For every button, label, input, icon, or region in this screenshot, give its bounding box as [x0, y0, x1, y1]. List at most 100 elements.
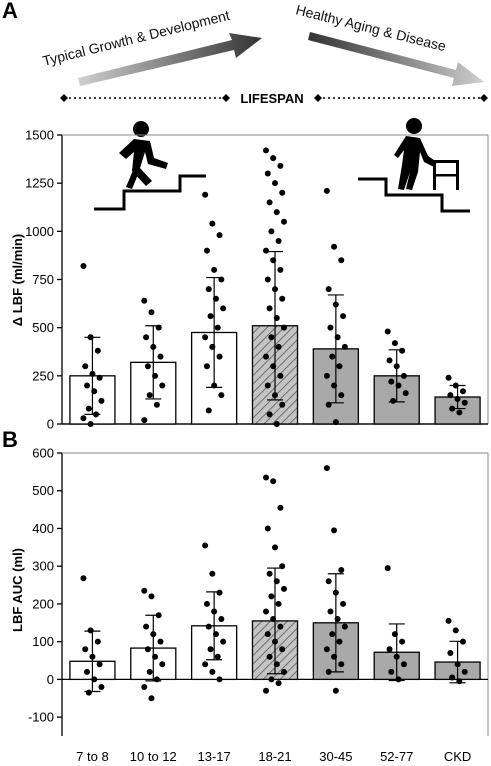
data-point	[218, 392, 225, 399]
data-point	[454, 395, 461, 402]
y-tick-label: 300	[32, 559, 54, 574]
panel-a-y-axis-title: Δ LBF (ml/min)	[10, 234, 25, 326]
data-point	[275, 680, 282, 687]
data-point	[323, 465, 330, 472]
data-point	[266, 653, 273, 660]
data-point	[205, 623, 212, 630]
data-point	[341, 343, 348, 350]
data-point	[273, 315, 280, 322]
data-point	[332, 301, 339, 308]
data-point	[264, 631, 271, 638]
data-point	[340, 313, 347, 320]
data-point	[279, 646, 286, 653]
data-point	[216, 232, 223, 239]
data-point	[270, 363, 277, 370]
data-point	[277, 162, 284, 169]
data-point	[263, 608, 269, 615]
x-tick-label: 7 to 8	[76, 749, 109, 764]
x-tick-label: CKD	[444, 749, 471, 764]
data-point	[93, 411, 100, 418]
growth-development-label: Typical Growth & Development	[41, 7, 231, 69]
data-point	[327, 608, 334, 615]
data-point	[264, 382, 271, 389]
data-point	[87, 334, 94, 341]
data-point	[203, 363, 210, 370]
data-point	[456, 678, 463, 685]
data-point	[264, 525, 271, 532]
data-point	[148, 695, 155, 702]
data-point	[155, 324, 162, 331]
data-point	[202, 661, 209, 668]
aging-arrow	[308, 32, 484, 86]
y-tick-label: 1250	[25, 176, 54, 191]
data-point	[209, 570, 216, 577]
data-point	[266, 305, 273, 312]
data-point	[216, 589, 223, 596]
data-point	[456, 409, 463, 416]
data-point	[212, 631, 219, 638]
data-point	[275, 343, 282, 350]
data-point	[388, 378, 395, 385]
data-point	[329, 631, 336, 638]
data-point	[214, 324, 221, 331]
data-point	[98, 683, 105, 690]
lifespan-banner: Typical Growth & Development Healthy Agi…	[41, 1, 488, 106]
data-point	[336, 638, 343, 645]
data-point	[220, 305, 227, 312]
data-point	[273, 661, 280, 668]
data-point	[281, 668, 287, 675]
data-point	[89, 370, 96, 377]
data-point	[84, 382, 91, 389]
data-point	[461, 399, 468, 406]
data-point	[336, 363, 343, 370]
data-point	[211, 382, 218, 389]
data-point	[141, 297, 148, 304]
data-point	[323, 187, 330, 194]
data-point	[205, 407, 212, 414]
data-point	[148, 309, 155, 316]
data-point	[266, 199, 273, 206]
data-point	[203, 247, 210, 254]
y-tick-label: 750	[32, 272, 54, 287]
data-point	[266, 411, 273, 418]
data-point	[334, 334, 341, 341]
data-point	[209, 668, 216, 675]
data-point	[277, 623, 284, 630]
data-point	[395, 676, 402, 683]
data-point	[393, 653, 400, 660]
data-point	[454, 661, 461, 668]
data-point	[211, 266, 218, 273]
data-point	[263, 353, 269, 360]
timeline-diamond	[60, 94, 68, 102]
data-point	[273, 209, 280, 216]
data-point	[332, 687, 339, 694]
y-tick-label: 250	[32, 368, 54, 383]
data-point	[281, 324, 287, 331]
data-point	[338, 257, 345, 264]
data-point	[96, 661, 103, 668]
data-point	[279, 189, 286, 196]
data-point	[331, 653, 338, 660]
timeline-diamond	[222, 94, 230, 102]
data-point	[279, 295, 286, 302]
data-point	[263, 147, 269, 154]
data-point	[275, 600, 282, 607]
data-point	[279, 563, 286, 570]
data-point	[279, 401, 286, 408]
data-point	[445, 374, 452, 381]
data-point	[80, 263, 87, 270]
data-point	[218, 276, 225, 283]
data-point	[461, 668, 468, 675]
data-point	[393, 363, 400, 370]
data-point	[148, 593, 155, 600]
data-point	[270, 257, 277, 264]
data-point	[84, 668, 91, 675]
data-point	[275, 237, 282, 244]
x-tick-label: 52-77	[380, 749, 413, 764]
x-tick-label: 30-45	[319, 749, 352, 764]
data-point	[386, 646, 393, 653]
data-point	[85, 689, 92, 696]
data-point	[214, 653, 221, 660]
data-point	[212, 295, 219, 302]
